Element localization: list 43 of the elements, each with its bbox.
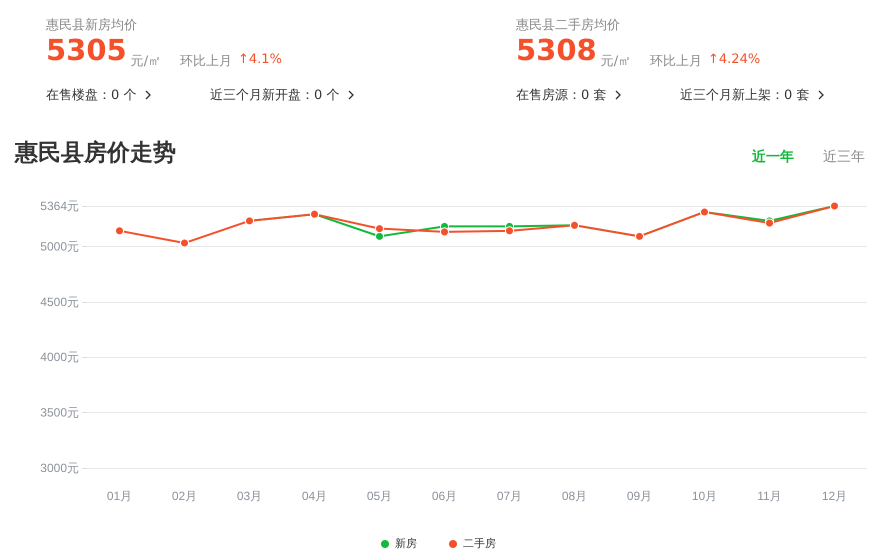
x-tick-label: 07月	[496, 489, 522, 503]
y-tick-label: 5000元	[40, 239, 79, 254]
point	[505, 226, 514, 236]
point	[765, 218, 774, 228]
x-tick-label: 11月	[757, 489, 782, 503]
y-tick-label: 5364元	[40, 199, 79, 213]
text: 元/㎡	[600, 53, 632, 70]
legend-label: 新房	[395, 537, 417, 550]
x-tick-label: 12月	[822, 489, 848, 503]
x-tick-label: 03月	[236, 489, 262, 503]
x-tick-label: 01月	[106, 489, 132, 503]
point	[440, 227, 449, 236]
text: ↑4.1%	[238, 52, 282, 67]
text: 5308	[516, 33, 597, 67]
point	[115, 226, 124, 236]
text: 在售房源：0 套	[516, 87, 606, 104]
text: 近一年	[752, 148, 794, 166]
y-tick-label: 4500元	[40, 294, 79, 309]
x-tick-label: 09月	[626, 489, 652, 503]
text: ↑4.24%	[708, 52, 760, 67]
text: 近三个月新开盘：0 个	[210, 87, 340, 104]
y-tick-label: 4000元	[40, 350, 79, 364]
x-tick-label: 06月	[432, 489, 458, 503]
x-tick-label: 08月	[562, 489, 588, 503]
text: 环比上月	[180, 53, 232, 70]
text: 近三个月新上架：0 套	[680, 87, 810, 104]
x-tick-label: 04月	[302, 489, 328, 503]
point	[180, 238, 189, 248]
text: 近三年	[823, 148, 865, 166]
text: 5305	[46, 33, 127, 67]
text: 环比上月	[650, 53, 702, 70]
text: 元/㎡	[130, 53, 162, 70]
x-tick-label: 10月	[692, 489, 718, 503]
chart-title: 惠民县房价走势	[15, 139, 176, 168]
text: 惠民县新房均价	[46, 17, 137, 34]
legend-label: 二手房	[463, 537, 496, 550]
text: 在售楼盘：0 个	[46, 87, 136, 104]
y-tick-label: 3000元	[40, 461, 79, 475]
x-tick-label: 02月	[172, 489, 198, 503]
point	[375, 224, 384, 234]
x-tick-label: 05月	[366, 489, 392, 503]
y-tick-label: 3500元	[40, 406, 79, 420]
text: 惠民县二手房均价	[516, 17, 620, 34]
